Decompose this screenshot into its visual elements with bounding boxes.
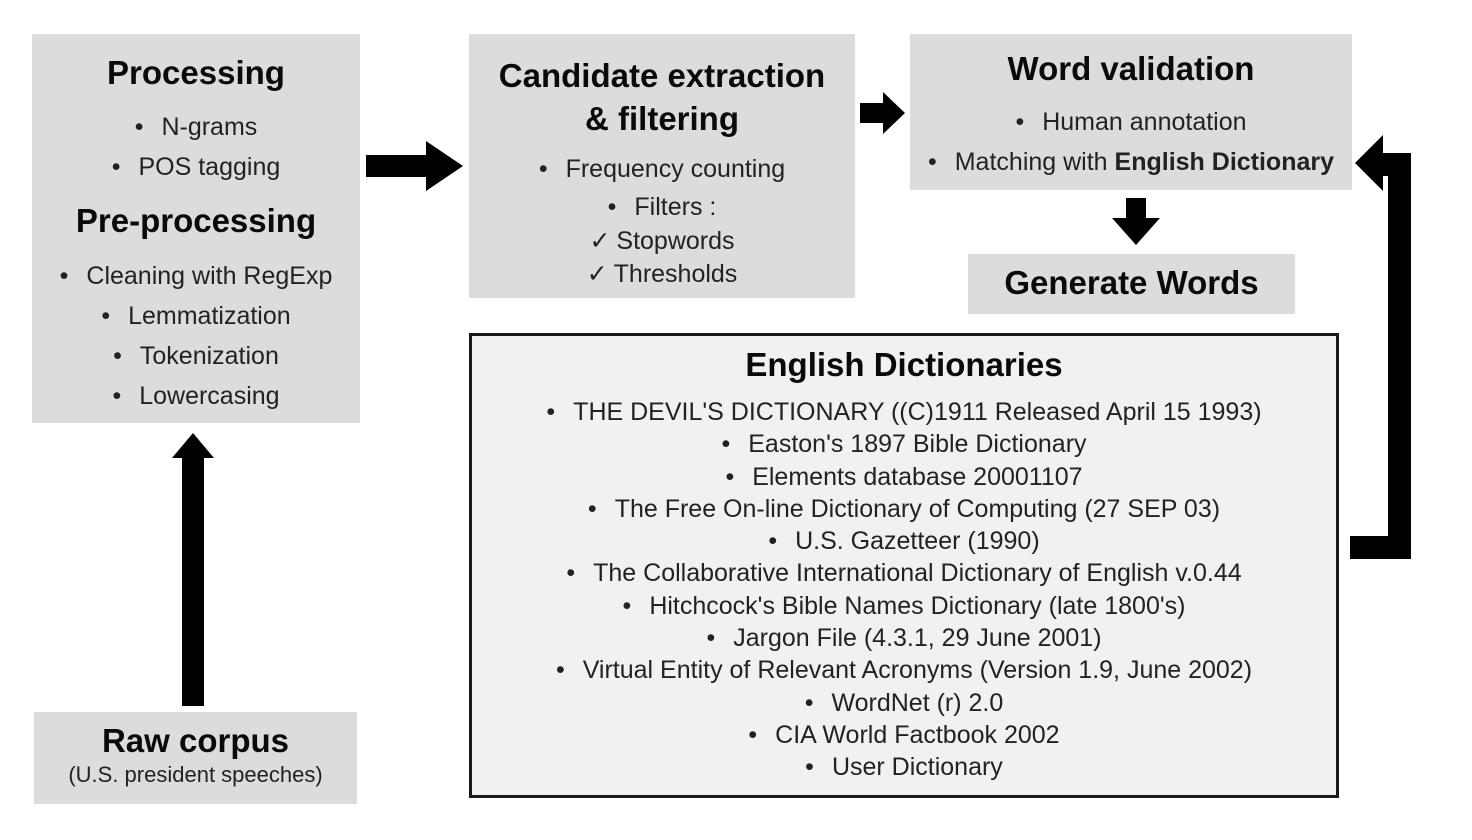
processing-title: Processing: [107, 54, 285, 91]
bullet-icon: •: [111, 153, 121, 181]
bullet-icon: •: [927, 148, 937, 176]
candidate-extraction-box: Candidate extraction & filtering • Freque…: [469, 34, 855, 298]
bullet-icon: •: [101, 302, 111, 330]
dictionary-item: • The Collaborative International Diction…: [472, 557, 1336, 589]
list-item: • N-grams: [32, 107, 360, 147]
dictionary-item: • WordNet (r) 2.0: [472, 687, 1336, 719]
bullet-icon: •: [622, 591, 632, 620]
bullet-icon: •: [607, 193, 617, 221]
generate-words-box: Generate Words: [968, 254, 1295, 314]
dictionaries-title: English Dictionaries: [745, 346, 1063, 383]
bullet-icon: •: [768, 527, 778, 556]
dictionary-item: • Elements database 20001107: [472, 461, 1336, 493]
list-item: • Lowercasing: [32, 376, 360, 416]
list-item: ✓ Stopwords: [469, 225, 855, 258]
arrow-processing-to-candidate: [366, 141, 463, 191]
dictionary-item: • Hitchcock's Bible Names Dictionary (lat…: [472, 590, 1336, 622]
processing-box: Processing • N-grams • POS tagging Pre-pro…: [32, 34, 360, 423]
arrow-validation-to-generate: [1112, 198, 1160, 245]
dictionary-item: • CIA World Factbook 2002: [472, 719, 1336, 751]
dictionary-item: • Virtual Entity of Relevant Acronyms (Ve…: [472, 654, 1336, 686]
bullet-icon: •: [725, 462, 735, 491]
dictionary-item: • The Free On-line Dictionary of Computin…: [472, 493, 1336, 525]
candidate-list: • Frequency counting • Filters : ✓ Stopword…: [469, 149, 855, 291]
bullet-icon: •: [113, 342, 122, 370]
list-item: • Filters :: [469, 189, 855, 225]
bullet-icon: •: [134, 113, 144, 141]
list-item: • POS tagging: [32, 147, 360, 187]
list-item: ✓ Thresholds: [469, 258, 855, 291]
english-dictionary-label: English Dictionary: [1114, 148, 1335, 176]
arrow-candidate-to-validation: [860, 92, 905, 134]
raw-title: Raw corpus: [101, 722, 290, 759]
dictionary-item: • U.S. Gazetteer (1990): [472, 525, 1336, 557]
arrow-dictionaries-to-validation: [1350, 135, 1411, 559]
list-item: • Lemmatization: [32, 296, 360, 336]
dictionary-item: • Jargon File (4.3.1, 29 June 2001): [472, 622, 1336, 654]
checkmark-icon: ✓: [589, 227, 611, 255]
checkmark-icon: ✓: [586, 260, 608, 288]
bullet-icon: •: [805, 753, 814, 782]
arrow-raw-to-processing: [172, 433, 214, 706]
bullet-icon: •: [706, 624, 716, 653]
list-item: • Human annotation: [910, 102, 1352, 142]
bullet-icon: •: [538, 155, 548, 183]
list-item: • Cleaning with RegExp: [32, 256, 360, 296]
candidate-title: Candidate extraction & filtering: [498, 57, 826, 137]
raw-subtitle: (U.S. president speeches): [68, 762, 323, 787]
bullet-icon: •: [59, 262, 69, 290]
bullet-icon: •: [112, 382, 122, 410]
english-dictionaries-box: English Dictionaries • THE DEVIL'S DICTIO…: [469, 333, 1339, 798]
bullet-icon: •: [546, 398, 556, 426]
validation-list: • Human annotation • Matching with English…: [910, 102, 1352, 182]
list-item: • Tokenization: [32, 336, 360, 376]
dictionaries-list: • THE DEVIL'S DICTIONARY ((C)1911 Release…: [472, 396, 1336, 784]
list-item: • Frequency counting: [469, 149, 855, 189]
preprocessing-list: • Cleaning with RegExp • Lemmatization • To…: [32, 256, 360, 416]
raw-corpus-box: Raw corpus (U.S. president speeches): [34, 712, 357, 804]
bullet-icon: •: [587, 494, 597, 523]
generate-title: Generate Words: [1004, 264, 1259, 301]
preprocessing-title: Pre-processing: [75, 202, 317, 239]
bullet-icon: •: [804, 688, 814, 717]
list-item: • Matching with English Dictionary: [910, 142, 1352, 182]
bullet-icon: •: [721, 430, 731, 459]
dictionary-item: • Easton's 1897 Bible Dictionary: [472, 428, 1336, 460]
dictionary-item: • User Dictionary: [472, 751, 1336, 783]
validation-title: Word validation: [1007, 50, 1255, 87]
processing-list: • N-grams • POS tagging: [32, 107, 360, 187]
dictionary-item: • THE DEVIL'S DICTIONARY ((C)1911 Release…: [472, 396, 1336, 428]
word-validation-box: Word validation • Human annotation • Match…: [910, 34, 1352, 190]
bullet-icon: •: [555, 656, 565, 685]
bullet-icon: •: [566, 559, 576, 588]
bullet-icon: •: [748, 720, 758, 749]
bullet-icon: •: [1015, 108, 1025, 136]
